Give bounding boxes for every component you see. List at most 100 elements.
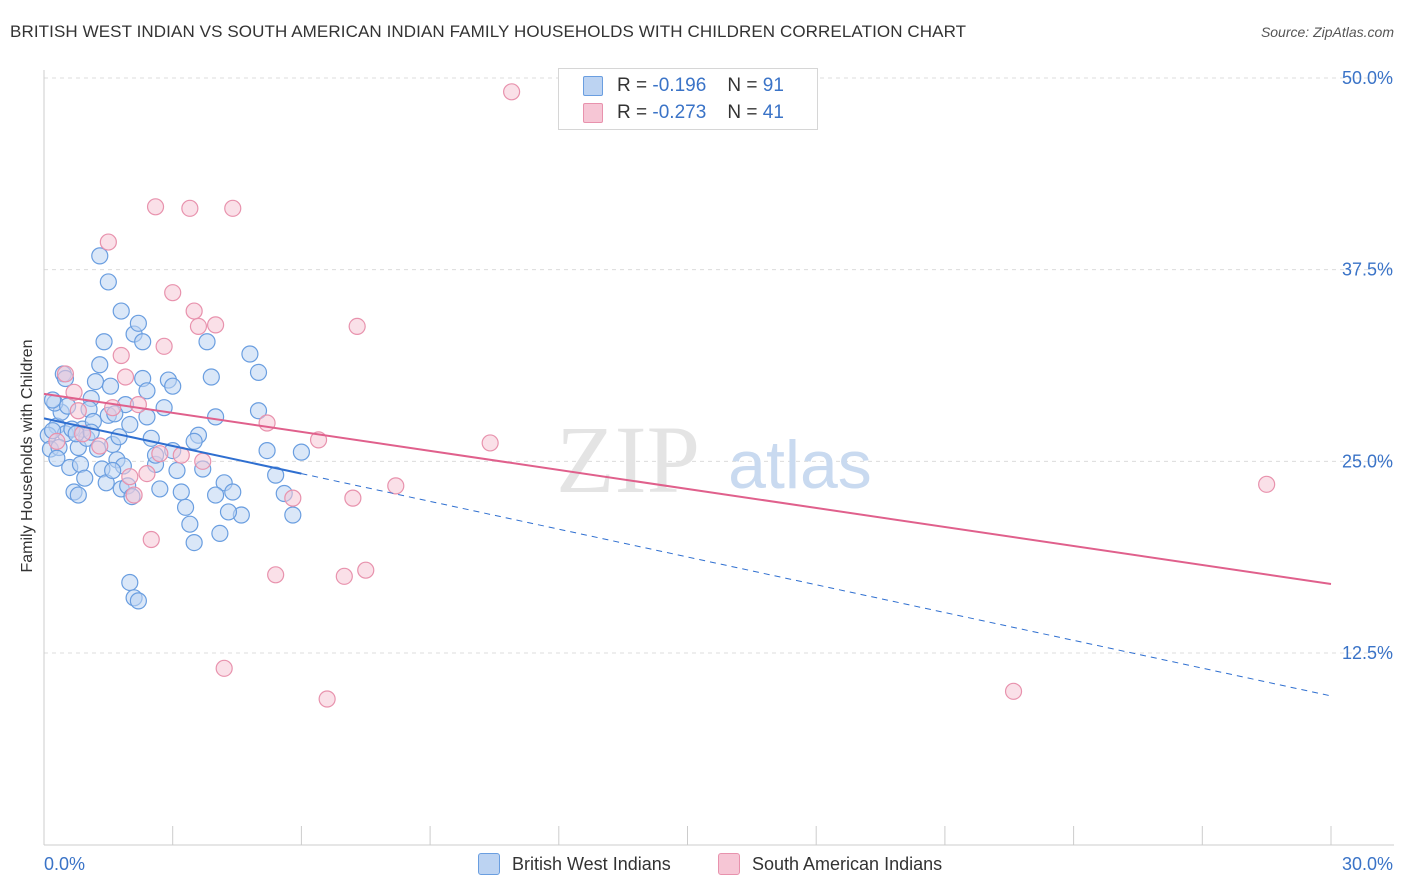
data-point bbox=[249, 402, 268, 420]
watermark-zip: ZIP bbox=[556, 406, 700, 513]
data-point bbox=[168, 461, 186, 480]
data-point bbox=[207, 486, 225, 504]
data-point bbox=[69, 486, 87, 504]
n-label: N = bbox=[727, 102, 758, 123]
data-point bbox=[56, 365, 75, 383]
stats-row-south-american-indians: R = -0.273 N = 41 bbox=[583, 101, 784, 125]
data-point bbox=[258, 442, 276, 460]
data-point bbox=[112, 302, 130, 320]
data-point bbox=[129, 396, 147, 414]
data-point bbox=[181, 199, 199, 217]
data-point bbox=[138, 465, 156, 483]
data-point bbox=[91, 356, 109, 374]
data-point bbox=[142, 530, 160, 549]
watermark-atlas: atlas bbox=[728, 427, 872, 503]
data-point bbox=[155, 337, 173, 355]
data-point bbox=[1258, 475, 1276, 493]
data-point bbox=[503, 83, 521, 101]
data-point bbox=[211, 524, 229, 543]
legend-label: British West Indians bbox=[512, 853, 671, 874]
data-point bbox=[129, 592, 147, 610]
data-point bbox=[99, 233, 117, 251]
legend-item-british-west-indians[interactable]: British West Indians bbox=[478, 851, 671, 877]
data-point bbox=[284, 489, 302, 507]
data-point bbox=[335, 567, 353, 585]
n-label: N = bbox=[727, 75, 758, 96]
stats-box: R = -0.196 N = 91 R = -0.273 N = 41 bbox=[558, 68, 818, 130]
data-point bbox=[198, 333, 216, 351]
data-point bbox=[267, 566, 285, 584]
data-point bbox=[481, 434, 499, 452]
x-tick-label: 0.0% bbox=[44, 854, 85, 874]
trend-line-south-american-indians bbox=[43, 392, 1332, 585]
y-tick-label: 25.0% bbox=[1342, 451, 1393, 471]
data-point bbox=[129, 314, 147, 332]
data-point bbox=[207, 316, 225, 334]
data-point bbox=[387, 477, 405, 495]
x-tick-label: 30.0% bbox=[1342, 854, 1393, 874]
data-point bbox=[48, 449, 66, 467]
swatch-pink bbox=[583, 103, 603, 123]
data-point bbox=[185, 432, 203, 450]
data-point bbox=[215, 659, 233, 677]
data-point bbox=[91, 437, 109, 455]
data-point bbox=[151, 445, 169, 463]
data-point bbox=[69, 402, 87, 420]
data-point bbox=[357, 561, 375, 579]
data-point bbox=[101, 377, 120, 395]
legend-swatch-pink bbox=[718, 853, 740, 875]
data-point bbox=[194, 452, 212, 470]
series-south-american-indians bbox=[48, 83, 1276, 708]
data-point bbox=[48, 432, 66, 450]
tick-labels: 12.5% 25.0% 37.5% 50.0% 0.0% 30.0% bbox=[44, 68, 1393, 874]
data-point bbox=[181, 515, 199, 533]
data-point bbox=[112, 346, 130, 365]
data-point bbox=[104, 461, 122, 480]
chart-title: BRITISH WEST INDIAN VS SOUTH AMERICAN IN… bbox=[10, 22, 967, 41]
data-point bbox=[164, 284, 182, 302]
data-point bbox=[86, 373, 105, 391]
data-point bbox=[292, 443, 310, 461]
legend-item-south-american-indians[interactable]: South American Indians bbox=[718, 851, 942, 877]
data-point bbox=[207, 408, 225, 426]
data-point bbox=[104, 399, 122, 417]
data-point bbox=[189, 317, 208, 335]
n-value: 41 bbox=[762, 102, 784, 123]
data-point bbox=[348, 317, 366, 335]
r-label: R = bbox=[617, 102, 648, 123]
data-point bbox=[138, 382, 156, 400]
n-value: 91 bbox=[762, 75, 784, 96]
data-point bbox=[121, 468, 139, 486]
gridlines bbox=[44, 77, 1394, 654]
data-point bbox=[202, 368, 220, 386]
data-point bbox=[125, 486, 143, 504]
data-point bbox=[99, 273, 117, 291]
data-point bbox=[110, 428, 128, 446]
trend-line-british-west-indians bbox=[43, 417, 302, 475]
swatch-blue bbox=[583, 76, 603, 96]
data-point bbox=[121, 415, 139, 434]
y-tick-label: 50.0% bbox=[1342, 68, 1393, 88]
legend-swatch-blue bbox=[478, 853, 500, 875]
data-point bbox=[1004, 682, 1023, 700]
source-label: Source: ZipAtlas.com bbox=[1260, 24, 1394, 40]
y-tick-label: 37.5% bbox=[1342, 260, 1393, 280]
y-tick-label: 12.5% bbox=[1342, 643, 1393, 663]
watermark: ZIP atlas bbox=[556, 406, 872, 513]
data-point bbox=[185, 302, 203, 320]
data-point bbox=[224, 199, 242, 217]
data-point bbox=[91, 247, 109, 265]
data-point bbox=[151, 480, 169, 498]
data-point bbox=[284, 506, 302, 524]
data-point bbox=[172, 483, 190, 501]
data-point bbox=[164, 377, 182, 395]
axes bbox=[43, 70, 1394, 846]
data-point bbox=[142, 429, 160, 447]
r-label: R = bbox=[617, 75, 648, 96]
data-point bbox=[241, 345, 259, 363]
data-point bbox=[219, 503, 238, 521]
legend-label: South American Indians bbox=[752, 853, 943, 874]
stats-row-british-west-indians: R = -0.196 N = 91 bbox=[583, 74, 784, 98]
trend-lines bbox=[43, 392, 1332, 697]
